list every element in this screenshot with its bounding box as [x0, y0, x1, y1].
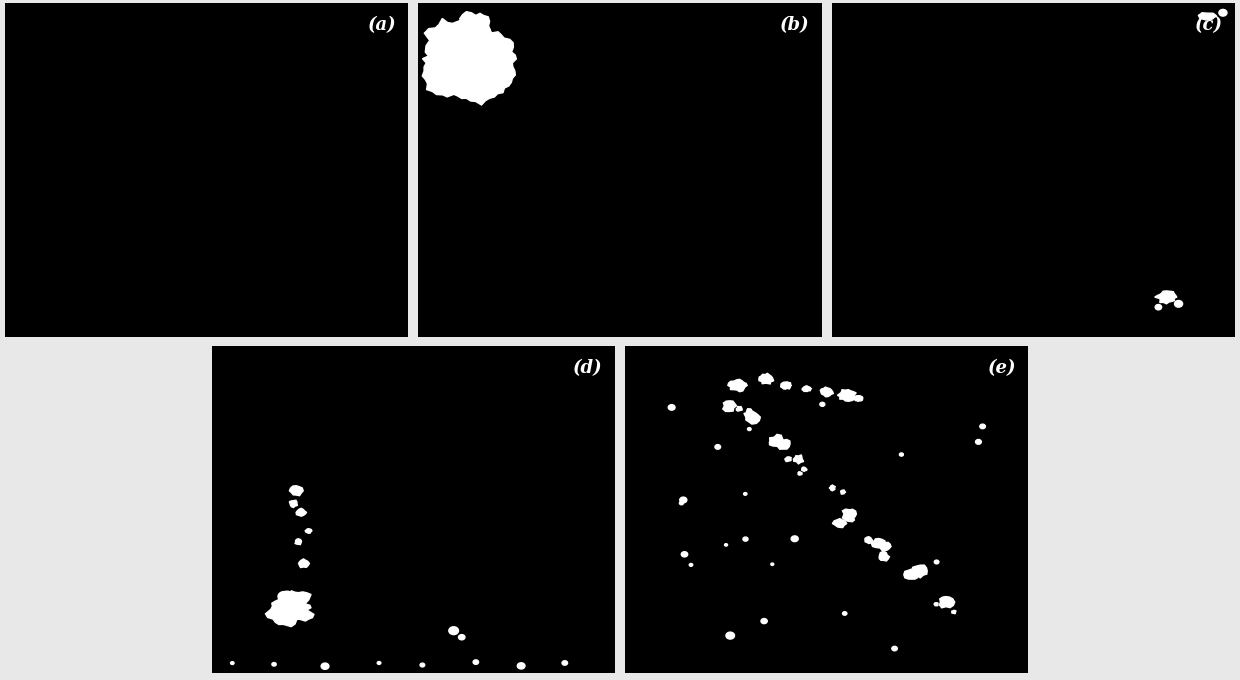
Text: (e): (e) — [988, 359, 1017, 377]
Polygon shape — [934, 602, 939, 606]
Polygon shape — [866, 537, 873, 543]
Polygon shape — [770, 435, 784, 447]
Circle shape — [1174, 301, 1183, 307]
Circle shape — [743, 537, 748, 541]
Polygon shape — [951, 611, 956, 614]
Polygon shape — [794, 455, 804, 464]
Polygon shape — [842, 513, 854, 522]
Circle shape — [459, 634, 465, 640]
Polygon shape — [295, 539, 301, 545]
Polygon shape — [299, 559, 310, 568]
Polygon shape — [265, 591, 314, 626]
Text: (a): (a) — [367, 16, 397, 34]
Polygon shape — [1198, 13, 1216, 20]
Circle shape — [377, 662, 381, 664]
Polygon shape — [879, 551, 889, 561]
Text: (d): (d) — [573, 359, 603, 377]
Polygon shape — [776, 437, 782, 442]
Polygon shape — [785, 457, 791, 462]
Circle shape — [744, 492, 746, 495]
Polygon shape — [802, 467, 807, 471]
Circle shape — [474, 660, 479, 664]
Circle shape — [1156, 305, 1162, 310]
Polygon shape — [872, 539, 885, 548]
Circle shape — [899, 453, 904, 456]
Polygon shape — [781, 382, 791, 389]
Circle shape — [280, 591, 294, 602]
Polygon shape — [737, 407, 743, 411]
Polygon shape — [802, 386, 811, 392]
Polygon shape — [424, 18, 469, 69]
Circle shape — [517, 663, 525, 669]
Polygon shape — [746, 409, 751, 413]
Polygon shape — [289, 486, 304, 496]
Circle shape — [748, 428, 751, 430]
Circle shape — [278, 592, 290, 601]
Circle shape — [761, 619, 768, 624]
Circle shape — [715, 445, 720, 449]
Polygon shape — [444, 65, 474, 95]
Polygon shape — [913, 565, 928, 578]
Circle shape — [449, 627, 459, 634]
Polygon shape — [841, 490, 846, 494]
Polygon shape — [940, 596, 955, 608]
Polygon shape — [821, 387, 833, 396]
Polygon shape — [769, 440, 776, 445]
Polygon shape — [1154, 291, 1177, 304]
Polygon shape — [423, 18, 516, 105]
Circle shape — [689, 564, 693, 566]
Polygon shape — [759, 373, 774, 384]
Circle shape — [321, 663, 329, 669]
Circle shape — [976, 439, 981, 444]
Polygon shape — [728, 379, 748, 392]
Circle shape — [231, 662, 234, 664]
Circle shape — [791, 536, 799, 542]
Circle shape — [680, 497, 687, 503]
Circle shape — [842, 612, 847, 615]
Polygon shape — [799, 472, 802, 475]
Polygon shape — [289, 500, 298, 507]
Polygon shape — [842, 509, 857, 520]
Circle shape — [934, 560, 939, 564]
Circle shape — [420, 663, 425, 667]
Polygon shape — [837, 390, 857, 401]
Circle shape — [1219, 10, 1226, 16]
Polygon shape — [832, 519, 847, 528]
Circle shape — [274, 602, 289, 614]
Circle shape — [725, 632, 734, 639]
Circle shape — [562, 661, 568, 665]
Circle shape — [668, 405, 675, 410]
Polygon shape — [777, 439, 790, 449]
Circle shape — [820, 403, 825, 407]
Circle shape — [771, 563, 774, 565]
Polygon shape — [723, 401, 737, 411]
Circle shape — [892, 646, 898, 651]
Circle shape — [278, 610, 288, 619]
Polygon shape — [904, 569, 919, 579]
Text: (b): (b) — [780, 16, 810, 34]
Polygon shape — [830, 485, 836, 491]
Text: (c): (c) — [1195, 16, 1223, 34]
Circle shape — [279, 593, 303, 612]
Circle shape — [272, 662, 277, 666]
Polygon shape — [305, 529, 312, 533]
Polygon shape — [455, 12, 490, 47]
Circle shape — [681, 551, 688, 557]
Polygon shape — [479, 33, 510, 65]
Circle shape — [724, 544, 728, 546]
Polygon shape — [744, 411, 760, 424]
Circle shape — [980, 424, 986, 428]
Polygon shape — [296, 509, 306, 516]
Polygon shape — [879, 543, 892, 551]
Circle shape — [680, 501, 683, 505]
Polygon shape — [854, 396, 863, 401]
Polygon shape — [471, 64, 496, 88]
